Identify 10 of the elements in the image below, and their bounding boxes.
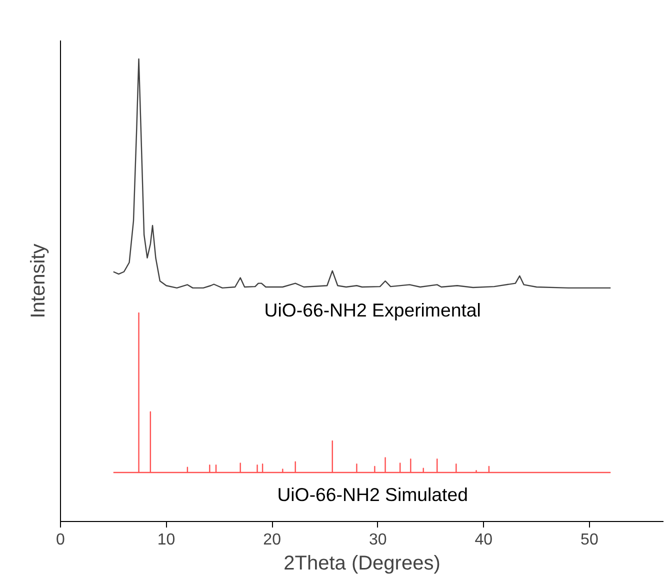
- x-axis-title: 2Theta (Degrees): [284, 552, 440, 574]
- series-label: UiO-66-NH2 Simulated: [277, 484, 468, 506]
- x-tick-label: 50: [580, 532, 598, 548]
- series-label: UiO-66-NH2 Experimental: [264, 300, 481, 320]
- x-tick-label: 40: [474, 532, 493, 548]
- x-tick-label: 20: [263, 532, 282, 548]
- y-axis-title: Intensity: [28, 244, 50, 318]
- x-tick-label: 10: [157, 532, 176, 548]
- x-tick-label: 30: [368, 532, 387, 548]
- x-tick-label: 0: [56, 532, 66, 548]
